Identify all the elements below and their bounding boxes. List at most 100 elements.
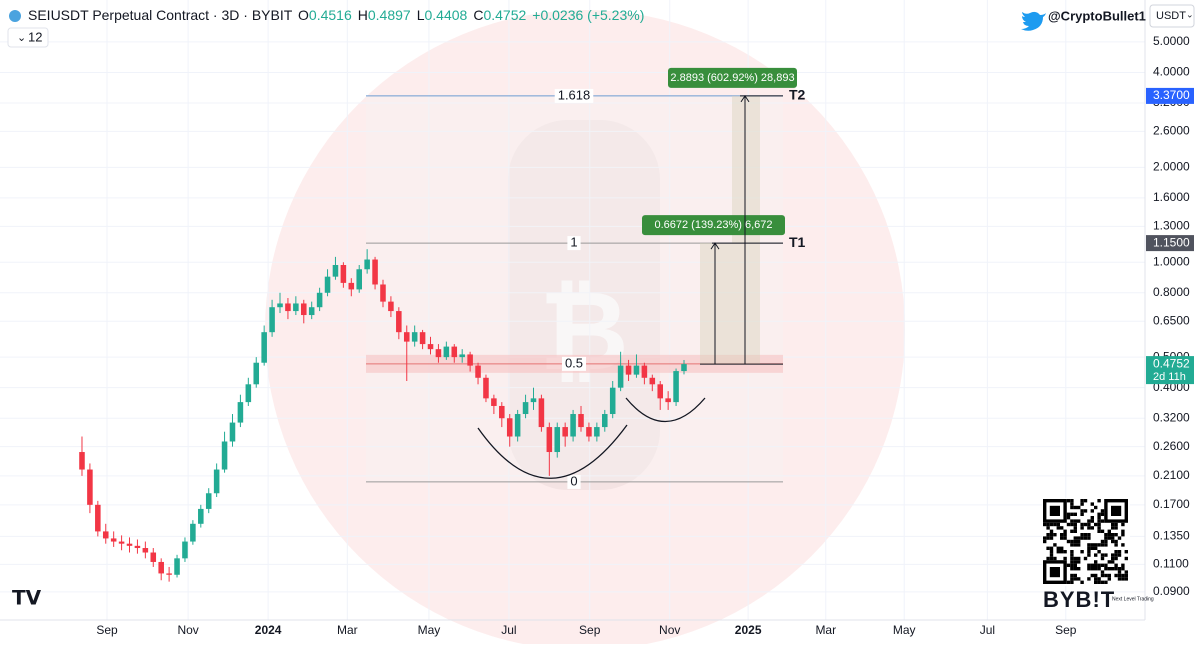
candle-body (514, 414, 521, 437)
candle-body (451, 346, 458, 358)
qr-cell (1063, 536, 1067, 540)
fib-label-bg (567, 474, 581, 489)
qr-cell (1080, 536, 1084, 540)
candle-body (134, 545, 141, 549)
qr-cell (1070, 539, 1074, 544)
qr-cell (1080, 580, 1084, 584)
ohlc-value: 0.4516 (309, 7, 352, 23)
candle-body (427, 344, 434, 350)
qr-cell (1100, 563, 1105, 567)
fib-label: 1 (570, 235, 577, 250)
qr-cell (1046, 536, 1050, 540)
qr-cell (1043, 536, 1047, 540)
qr-cell (1090, 546, 1094, 550)
y-tick-label: 0.6500 (1153, 313, 1190, 327)
qr-cell (1083, 533, 1088, 537)
qr-cell (1073, 512, 1077, 516)
qr-cell (1083, 499, 1088, 503)
indicator-toggle[interactable] (7, 27, 49, 48)
qr-cell (1070, 567, 1074, 571)
ohlc-value: 0.4897 (368, 7, 411, 23)
qr-cell (1107, 536, 1111, 540)
qr-cell (1056, 526, 1060, 530)
target-zone (700, 243, 732, 365)
qr-cell (1090, 509, 1094, 513)
qr-finder-core (1049, 505, 1060, 516)
candle-body (150, 552, 157, 562)
qr-cell (1073, 543, 1077, 547)
y-tick-label: 0.2100 (1153, 468, 1190, 482)
qr-cell (1063, 529, 1067, 533)
qr-cell (1097, 580, 1101, 584)
qr-cell (1083, 522, 1088, 527)
candle-body (657, 384, 663, 399)
qr-cell (1107, 560, 1111, 564)
candle-body (570, 414, 576, 437)
qr-cell (1063, 556, 1067, 561)
qr-cell (1121, 577, 1125, 581)
x-tick-label: Nov (177, 623, 198, 637)
drawings: 1.618 1 0.5 0 T1 0.6672 (139.23%) 6,672 T2 2.88… (366, 67, 806, 489)
candle-body (87, 469, 93, 505)
qr-cell (1053, 522, 1057, 527)
qr-cell (1114, 543, 1118, 547)
qr-cell (1066, 512, 1071, 516)
qr-cell (1073, 539, 1077, 544)
qr-cell (1097, 563, 1101, 567)
candle-body (166, 573, 172, 575)
qr-cell (1114, 573, 1118, 578)
ohlc-value: 0.4752 (483, 7, 526, 23)
qr-cell (1100, 539, 1105, 544)
qr-cell (1090, 563, 1094, 567)
candle-body (332, 265, 339, 277)
qr-cell (1097, 512, 1101, 516)
qr-cell (1097, 577, 1101, 581)
handle-arc (625, 397, 706, 422)
qr-cell (1104, 553, 1108, 557)
qr-cell (1094, 505, 1098, 510)
qr-cell (1111, 560, 1115, 564)
qr-cell (1100, 512, 1105, 516)
candle-body (419, 332, 426, 345)
qr-cell (1066, 580, 1071, 584)
fib-label: 1.618 (558, 87, 591, 102)
candle-body (213, 469, 220, 494)
qr-cell (1104, 573, 1108, 578)
candle-body (95, 504, 101, 532)
qr-cell (1073, 529, 1077, 533)
candle-body (221, 441, 228, 470)
candle-body (491, 398, 497, 406)
price-marker (1146, 87, 1194, 104)
fib-label-bg (567, 236, 581, 251)
candle-body (205, 493, 212, 509)
qr-cell (1100, 553, 1105, 557)
y-tick-label: 4.0000 (1153, 65, 1190, 79)
qr-cell (1111, 539, 1115, 544)
qr-cell (1087, 536, 1091, 540)
axes: 5.00004.00003.20002.60002.00001.60001.30… (96, 34, 1194, 637)
candle-body (483, 377, 489, 399)
qr-cell (1043, 539, 1047, 544)
qr-cell (1111, 553, 1115, 557)
chevron: ⌄ (1186, 9, 1194, 19)
candle-body (158, 561, 164, 574)
qr-cell (1114, 533, 1118, 537)
qr-cell (1114, 522, 1118, 527)
candle-body (586, 427, 592, 437)
qr-cell (1087, 519, 1091, 523)
candle-body (681, 364, 687, 372)
candle-body (142, 548, 149, 553)
qr-cell (1049, 522, 1054, 527)
candle-body (372, 259, 378, 285)
indicator-count: 12 (28, 29, 42, 44)
qr-cell (1087, 526, 1091, 530)
qr-cell (1114, 556, 1118, 561)
currency-button[interactable] (1149, 4, 1195, 28)
qr-cell (1114, 567, 1118, 571)
qr-cell (1117, 550, 1122, 554)
measure-box (668, 67, 797, 88)
qr-cell (1117, 570, 1122, 574)
y-tick-label: 0.0900 (1153, 584, 1190, 598)
target-name: T1 (789, 234, 806, 250)
candle-body (467, 354, 473, 366)
